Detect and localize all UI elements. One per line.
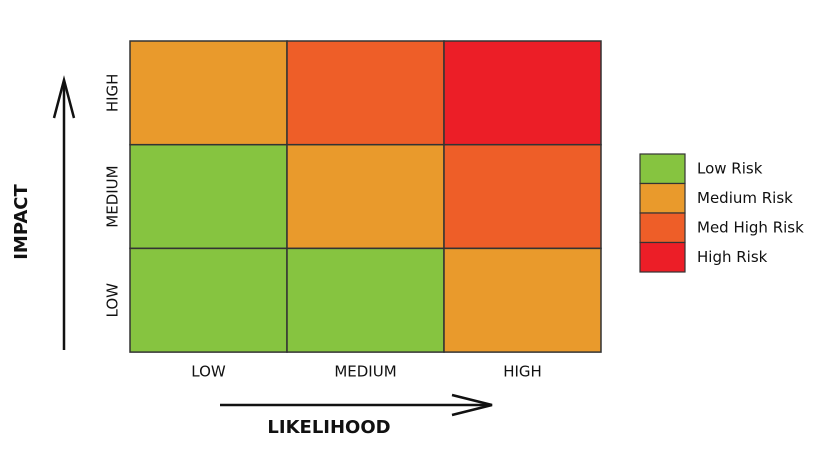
legend-label: Med High Risk xyxy=(697,219,804,237)
impact-arrowhead xyxy=(52,75,76,119)
x-label: LOW xyxy=(191,363,226,381)
y-axis-title: IMPACT xyxy=(11,183,32,259)
risk-cell xyxy=(129,143,288,250)
legend-swatch xyxy=(639,212,686,244)
x-axis-title: LIKELIHOOD xyxy=(267,417,390,438)
x-label: MEDIUM xyxy=(334,363,396,381)
risk-cell xyxy=(286,143,445,250)
likelihood-arrowhead xyxy=(451,393,493,417)
risk-cell xyxy=(129,247,288,353)
risk-cell xyxy=(443,247,602,353)
y-label: HIGH xyxy=(104,74,122,113)
legend-label: Low Risk xyxy=(697,160,763,178)
risk-cell xyxy=(443,143,602,250)
legend-swatch xyxy=(639,241,686,273)
risk-cell xyxy=(129,40,288,146)
risk-cell xyxy=(286,40,445,146)
x-label: HIGH xyxy=(503,363,542,381)
y-label: MEDIUM xyxy=(104,165,122,227)
legend-label: High Risk xyxy=(697,248,768,266)
legend-swatch xyxy=(639,153,686,185)
risk-cell xyxy=(443,40,602,146)
risk-cell xyxy=(286,247,445,353)
y-label: LOW xyxy=(104,283,122,318)
legend-label: Medium Risk xyxy=(697,189,793,207)
legend-swatch xyxy=(639,182,686,214)
